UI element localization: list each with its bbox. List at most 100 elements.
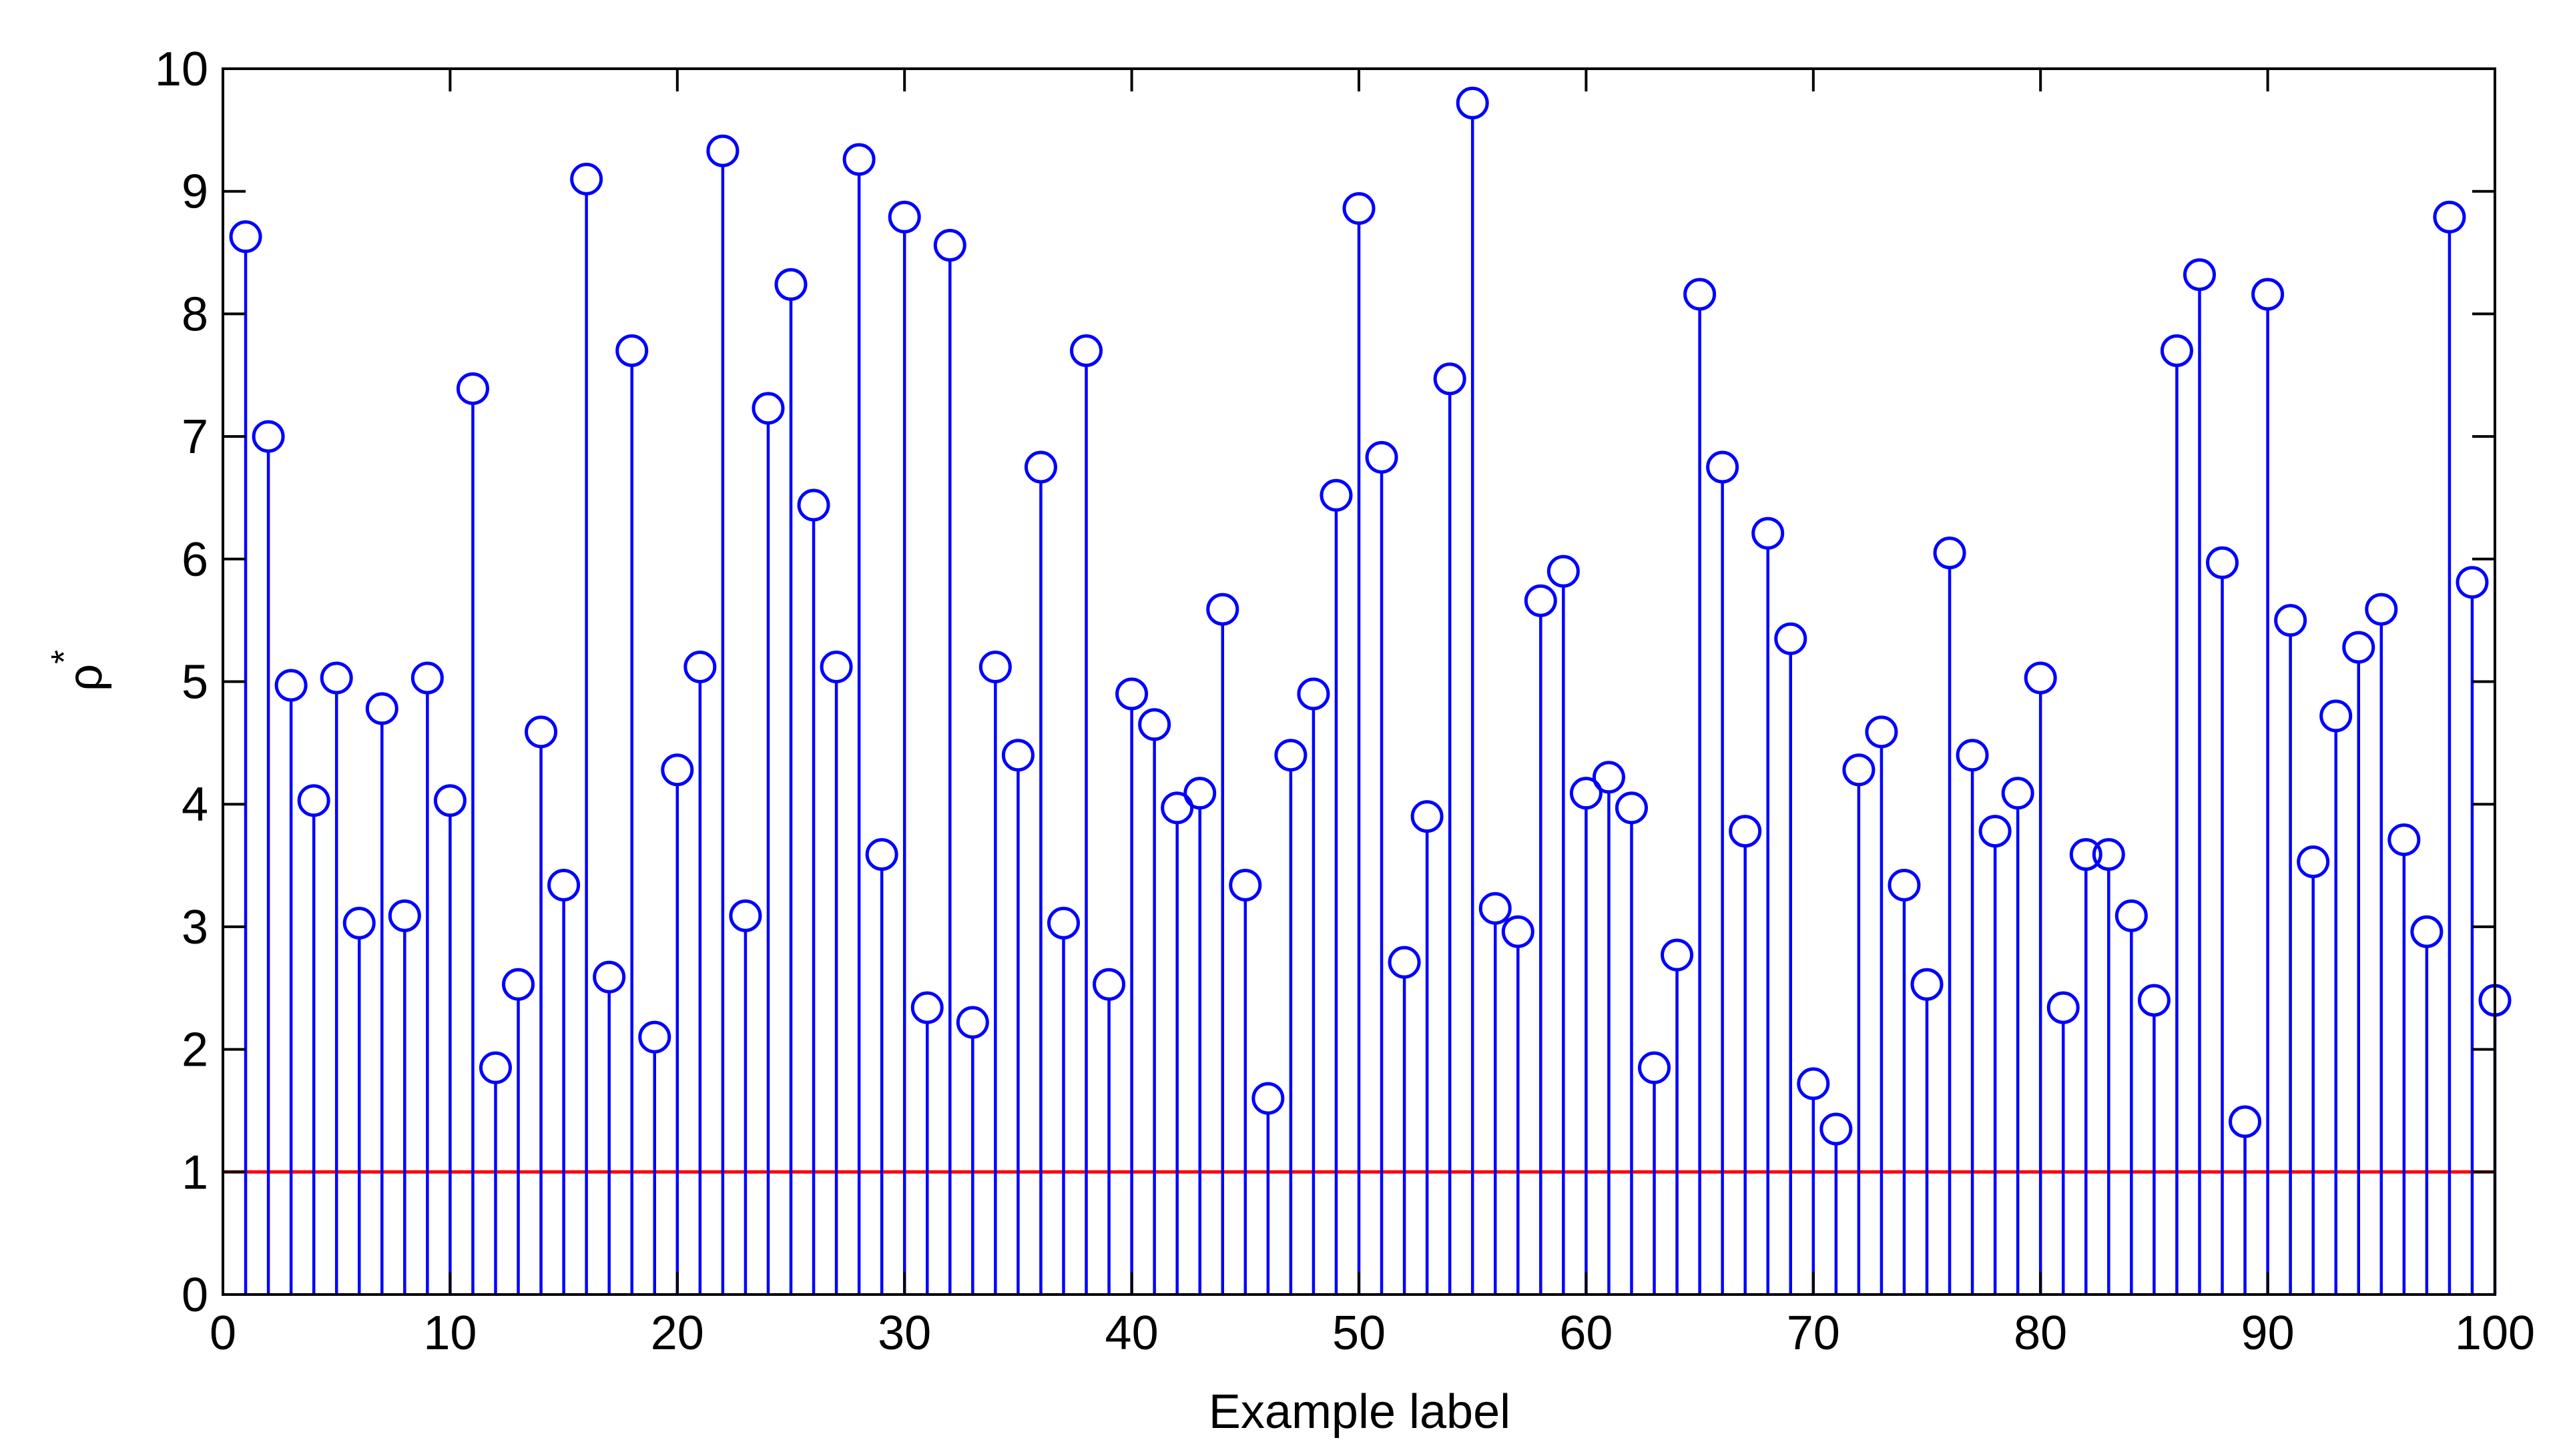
stem-point xyxy=(2069,838,2102,1295)
stem-point xyxy=(1819,1112,1853,1295)
stem-marker xyxy=(1024,450,1057,484)
stem-point xyxy=(2433,200,2466,1295)
stem-point xyxy=(933,229,966,1295)
stem-point xyxy=(2342,631,2375,1295)
stem-marker xyxy=(2024,661,2057,695)
stem-point xyxy=(1024,450,1057,1295)
x-tick-label: 60 xyxy=(1559,1307,1613,1360)
stem-point xyxy=(978,650,1012,1295)
stem-point xyxy=(888,200,921,1295)
stem-marker xyxy=(320,661,353,695)
stem-point xyxy=(320,661,353,1295)
stem-marker xyxy=(1342,192,1376,225)
stem-point xyxy=(1865,715,1898,1295)
stem-marker xyxy=(388,899,421,932)
stem-marker xyxy=(342,906,376,940)
stem-marker xyxy=(1819,1112,1853,1146)
stem-marker xyxy=(2183,258,2216,292)
stem-point xyxy=(956,1006,989,1295)
stem-point xyxy=(2183,258,2216,1295)
stem-marker xyxy=(229,220,262,254)
stem-point xyxy=(2046,991,2080,1295)
stem-marker xyxy=(1365,440,1398,474)
stem-marker xyxy=(570,162,603,196)
stem-point xyxy=(252,420,285,1295)
stem-marker xyxy=(2342,631,2375,664)
stem-point xyxy=(2206,546,2239,1295)
stem-marker xyxy=(978,650,1012,683)
stem-point xyxy=(797,488,830,1295)
stem-point xyxy=(297,784,330,1295)
stem-point xyxy=(1683,278,1717,1295)
stem-marker xyxy=(1501,915,1534,948)
y-tick-label: 4 xyxy=(182,778,208,831)
stem-point xyxy=(2387,823,2421,1295)
stem-point xyxy=(683,650,717,1295)
x-tick-label: 80 xyxy=(2014,1307,2067,1360)
stem-marker xyxy=(547,868,581,901)
stem-marker xyxy=(1683,278,1717,311)
stem-point xyxy=(1888,868,1921,1295)
stem-marker xyxy=(1638,1051,1671,1084)
stem-point xyxy=(1774,622,1807,1295)
stem-marker xyxy=(2365,593,2398,626)
stem-point xyxy=(1478,891,1512,1295)
stem-point xyxy=(1978,815,2012,1295)
stem-marker xyxy=(2410,915,2444,948)
stem-marker xyxy=(729,899,762,932)
stem-marker xyxy=(752,392,785,425)
stem-marker xyxy=(706,134,740,167)
stem-point xyxy=(774,268,808,1295)
stem-point xyxy=(2251,278,2285,1295)
stem-marker xyxy=(774,268,808,301)
stem-marker xyxy=(593,960,626,994)
stem-point xyxy=(1729,815,1762,1295)
stem-marker xyxy=(1161,791,1194,825)
y-tick-label: 7 xyxy=(182,410,208,464)
stem-point xyxy=(1342,192,1376,1295)
stem-marker xyxy=(2206,546,2239,579)
stem-point xyxy=(1569,777,1603,1295)
stem-marker xyxy=(1774,622,1807,655)
stem-marker xyxy=(1706,450,1739,484)
stem-point xyxy=(388,899,421,1295)
stem-point xyxy=(2114,899,2148,1295)
stem-point xyxy=(1047,906,1080,1295)
stem-point xyxy=(274,669,308,1295)
y-tick-label: 6 xyxy=(182,533,208,587)
stem-point xyxy=(2137,984,2171,1295)
stem-point xyxy=(1297,677,1330,1295)
stem-marker xyxy=(910,991,944,1024)
stem-marker xyxy=(1093,968,1126,1001)
stem-marker xyxy=(865,838,898,871)
stem-point xyxy=(1706,450,1739,1295)
stem-point xyxy=(1910,968,1944,1295)
stem-point xyxy=(433,784,467,1295)
y-tick-label: 3 xyxy=(182,901,208,954)
stem-marker xyxy=(1115,677,1149,711)
stem-point xyxy=(752,392,785,1295)
stem-marker xyxy=(956,1006,989,1039)
stem-marker xyxy=(1888,868,1921,901)
stem-point xyxy=(410,661,444,1295)
stem-point xyxy=(820,650,853,1295)
x-tick-label: 70 xyxy=(1787,1307,1840,1360)
stem-marker xyxy=(1070,334,1103,368)
stem-marker xyxy=(2456,566,2489,599)
stem-point xyxy=(1161,791,1194,1295)
stem-marker xyxy=(1729,815,1762,848)
stem-marker xyxy=(252,420,285,453)
stem-point xyxy=(1251,1082,1285,1295)
stem-marker xyxy=(433,784,467,817)
stem-point xyxy=(502,968,535,1295)
stem-point xyxy=(1070,334,1103,1295)
stem-point xyxy=(1388,946,1421,1295)
stem-marker xyxy=(2137,984,2171,1017)
stem-marker xyxy=(2114,899,2148,932)
stem-marker xyxy=(456,372,489,405)
stem-marker xyxy=(1524,584,1557,617)
stem-marker xyxy=(842,143,876,176)
stem-marker xyxy=(1456,86,1489,119)
stem-point xyxy=(1933,536,1966,1295)
